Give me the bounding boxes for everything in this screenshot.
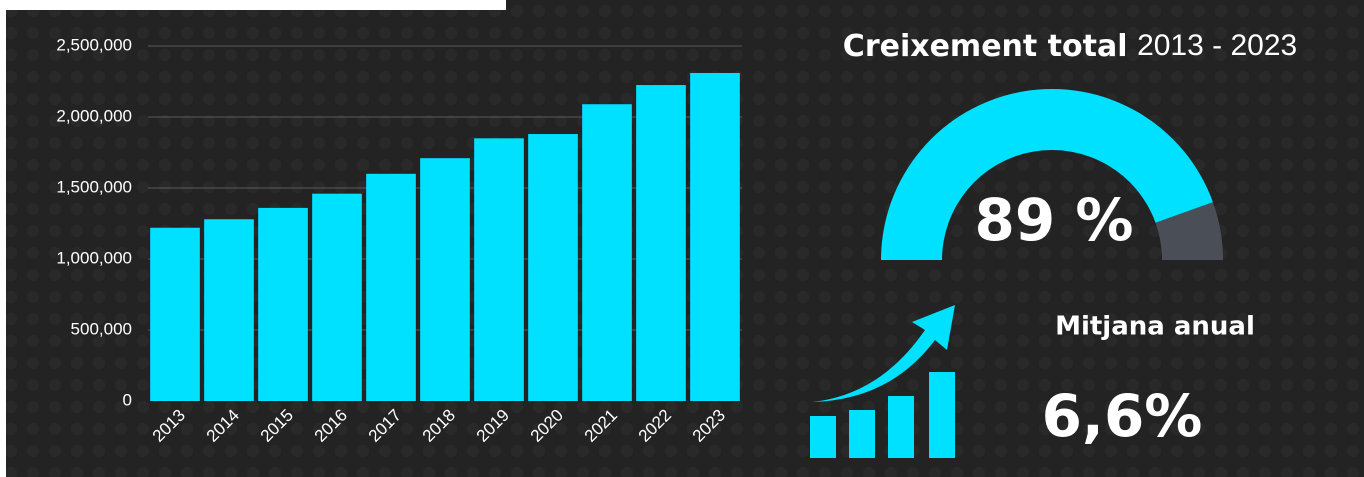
title-range: 2013 - 2023 (1137, 29, 1297, 62)
gauge-rest (1155, 202, 1223, 260)
bar (690, 72, 740, 401)
bar (258, 207, 308, 401)
kpi-value: 6,6% (1042, 382, 1203, 450)
y-tick-label: 2,500,000 (56, 35, 132, 54)
bar (636, 85, 686, 402)
gauge-value-label: 89 % (974, 186, 1133, 254)
bar (312, 193, 362, 401)
bar (366, 173, 416, 401)
left-strip (0, 0, 6, 477)
y-tick-label: 500,000 (71, 319, 132, 338)
kpi-label: Mitjana anual (1055, 312, 1255, 342)
bar (420, 158, 470, 401)
bar (150, 227, 200, 401)
growth-icon (810, 305, 955, 458)
y-tick-label: 2,000,000 (56, 106, 132, 125)
bar (582, 104, 632, 401)
y-tick-label: 0 (123, 390, 132, 409)
bar (204, 219, 254, 401)
y-tick-label: 1,000,000 (56, 248, 132, 267)
gauge: 89 % (881, 89, 1223, 261)
title-bold: Creixement total (843, 29, 1128, 64)
gauge-title: Creixement total 2013 - 2023 (843, 29, 1297, 64)
top-strip (0, 0, 506, 10)
bar (474, 138, 524, 402)
y-tick-label: 1,500,000 (56, 177, 132, 196)
gauge-value (881, 89, 1213, 261)
bar (528, 134, 578, 402)
